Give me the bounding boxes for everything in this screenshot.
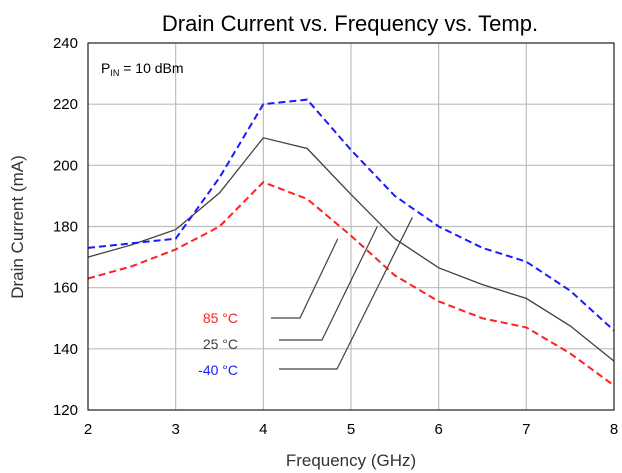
x-tick-label: 6 xyxy=(434,421,442,438)
legend-leader-line xyxy=(279,226,378,341)
x-tick-label: 5 xyxy=(347,421,355,438)
y-tick-label: 240 xyxy=(53,35,78,52)
y-tick-labels: 120 140 160 180 200 220 240 xyxy=(53,35,78,419)
grid-lines xyxy=(87,42,615,411)
series-line xyxy=(87,181,615,387)
y-tick-label: 140 xyxy=(53,341,78,358)
y-axis-label: Drain Current (mA) xyxy=(8,155,27,299)
legend-leader-line xyxy=(279,217,413,370)
series-line xyxy=(87,137,615,362)
plot-frame xyxy=(87,42,615,411)
x-tick-label: 4 xyxy=(259,421,267,438)
series-layer xyxy=(87,98,615,387)
y-tick-label: 160 xyxy=(53,280,78,297)
y-tick-label: 120 xyxy=(53,402,78,419)
pin-annotation-main: P xyxy=(101,60,110,76)
chart-title: Drain Current vs. Frequency vs. Temp. xyxy=(162,11,538,36)
x-tick-label: 8 xyxy=(610,421,618,438)
y-tick-label: 200 xyxy=(53,157,78,174)
pin-annotation-rest: = 10 dBm xyxy=(119,60,183,76)
x-tick-label: 7 xyxy=(522,421,530,438)
pin-annotation: PIN = 10 dBm xyxy=(101,60,184,78)
legend-leader-line xyxy=(271,238,339,319)
x-tick-label: 2 xyxy=(84,421,92,438)
series-line xyxy=(87,98,615,332)
legend-label: -40 °C xyxy=(198,362,238,378)
x-axis-label: Frequency (GHz) xyxy=(286,451,416,470)
legend: 85 °C 25 °C -40 °C xyxy=(198,217,413,378)
x-tick-label: 3 xyxy=(171,421,179,438)
y-tick-label: 180 xyxy=(53,219,78,236)
legend-label: 85 °C xyxy=(203,310,238,326)
pin-annotation-sub: IN xyxy=(110,68,119,78)
x-tick-labels: 2 3 4 5 6 7 8 xyxy=(84,421,618,438)
y-tick-label: 220 xyxy=(53,96,78,113)
legend-label: 25 °C xyxy=(203,336,238,352)
